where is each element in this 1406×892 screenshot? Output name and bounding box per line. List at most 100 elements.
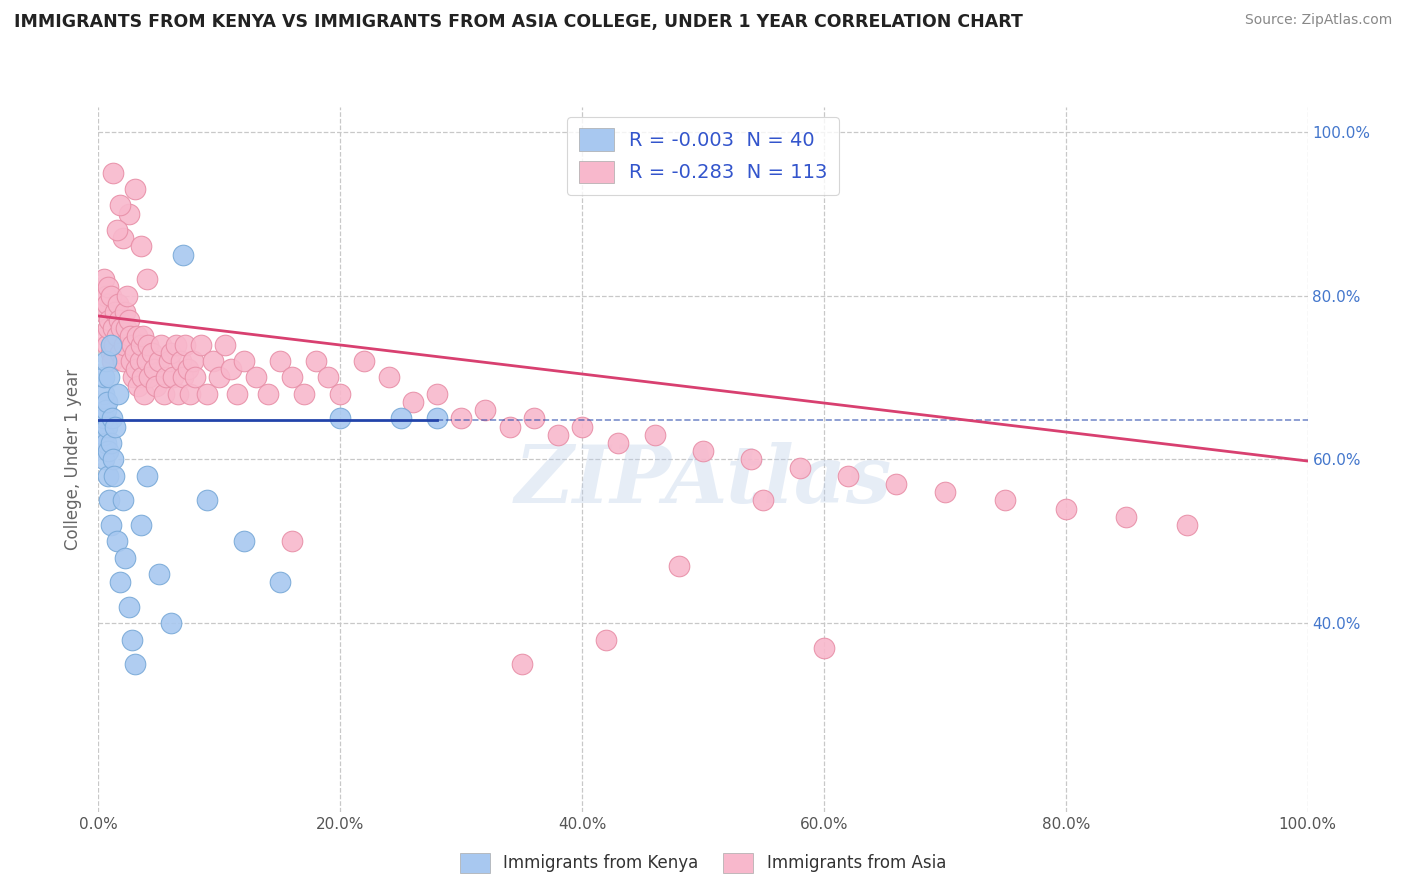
Legend: Immigrants from Kenya, Immigrants from Asia: Immigrants from Kenya, Immigrants from A…	[453, 847, 953, 880]
Point	[668, 558, 690, 573]
Point	[120, 354, 142, 368]
Point	[402, 395, 425, 409]
Point	[105, 534, 128, 549]
Point	[107, 296, 129, 310]
Point	[813, 640, 835, 655]
Point	[135, 354, 157, 368]
Point	[94, 288, 117, 302]
Point	[152, 387, 174, 401]
Point	[571, 419, 593, 434]
Point	[510, 657, 533, 672]
Point	[138, 370, 160, 384]
Point	[181, 354, 204, 368]
Point	[644, 427, 666, 442]
Point	[174, 337, 197, 351]
Point	[100, 436, 122, 450]
Text: IMMIGRANTS FROM KENYA VS IMMIGRANTS FROM ASIA COLLEGE, UNDER 1 YEAR CORRELATION : IMMIGRANTS FROM KENYA VS IMMIGRANTS FROM…	[14, 13, 1024, 31]
Point	[112, 337, 135, 351]
Point	[111, 231, 134, 245]
Point	[108, 313, 131, 327]
Point	[474, 403, 496, 417]
Point	[93, 411, 115, 425]
Point	[128, 354, 150, 368]
Point	[108, 346, 131, 360]
Point	[97, 321, 120, 335]
Point	[377, 370, 399, 384]
Point	[108, 198, 131, 212]
Point	[96, 395, 118, 409]
Point	[101, 321, 124, 335]
Point	[934, 485, 956, 500]
Point	[105, 329, 128, 343]
Point	[97, 468, 120, 483]
Point	[172, 370, 194, 384]
Point	[150, 337, 173, 351]
Point	[160, 346, 183, 360]
Point	[117, 288, 139, 302]
Point	[101, 165, 124, 179]
Point	[281, 370, 304, 384]
Point	[523, 411, 546, 425]
Point	[305, 354, 328, 368]
Point	[96, 337, 118, 351]
Point	[179, 387, 201, 401]
Point	[93, 305, 115, 319]
Point	[692, 444, 714, 458]
Point	[281, 534, 304, 549]
Point	[226, 387, 249, 401]
Point	[93, 272, 115, 286]
Point	[93, 370, 115, 384]
Point	[165, 337, 187, 351]
Point	[100, 517, 122, 532]
Point	[329, 411, 352, 425]
Point	[104, 419, 127, 434]
Point	[426, 387, 449, 401]
Point	[195, 493, 218, 508]
Point	[97, 280, 120, 294]
Point	[100, 346, 122, 360]
Point	[94, 329, 117, 343]
Point	[316, 370, 339, 384]
Point	[111, 354, 134, 368]
Point	[1175, 517, 1198, 532]
Point	[93, 387, 115, 401]
Point	[155, 370, 177, 384]
Point	[118, 599, 141, 614]
Point	[162, 370, 184, 384]
Point	[110, 321, 132, 335]
Point	[97, 444, 120, 458]
Point	[837, 468, 859, 483]
Point	[232, 354, 254, 368]
Point	[1115, 509, 1137, 524]
Point	[100, 411, 122, 425]
Point	[134, 387, 156, 401]
Point	[131, 370, 153, 384]
Point	[148, 567, 170, 582]
Point	[167, 387, 190, 401]
Point	[752, 493, 775, 508]
Point	[129, 517, 152, 532]
Point	[353, 354, 375, 368]
Point	[450, 411, 472, 425]
Point	[141, 346, 163, 360]
Point	[292, 387, 315, 401]
Point	[214, 337, 236, 351]
Point	[121, 337, 143, 351]
Point	[100, 337, 122, 351]
Point	[121, 632, 143, 647]
Point	[124, 657, 146, 672]
Point	[148, 354, 170, 368]
Point	[160, 616, 183, 631]
Point	[1054, 501, 1077, 516]
Point	[93, 427, 115, 442]
Point	[107, 387, 129, 401]
Point	[98, 313, 121, 327]
Point	[114, 305, 136, 319]
Y-axis label: College, Under 1 year: College, Under 1 year	[65, 368, 83, 550]
Point	[129, 239, 152, 253]
Point	[184, 370, 207, 384]
Point	[547, 427, 569, 442]
Point	[389, 411, 412, 425]
Point	[98, 493, 121, 508]
Point	[740, 452, 762, 467]
